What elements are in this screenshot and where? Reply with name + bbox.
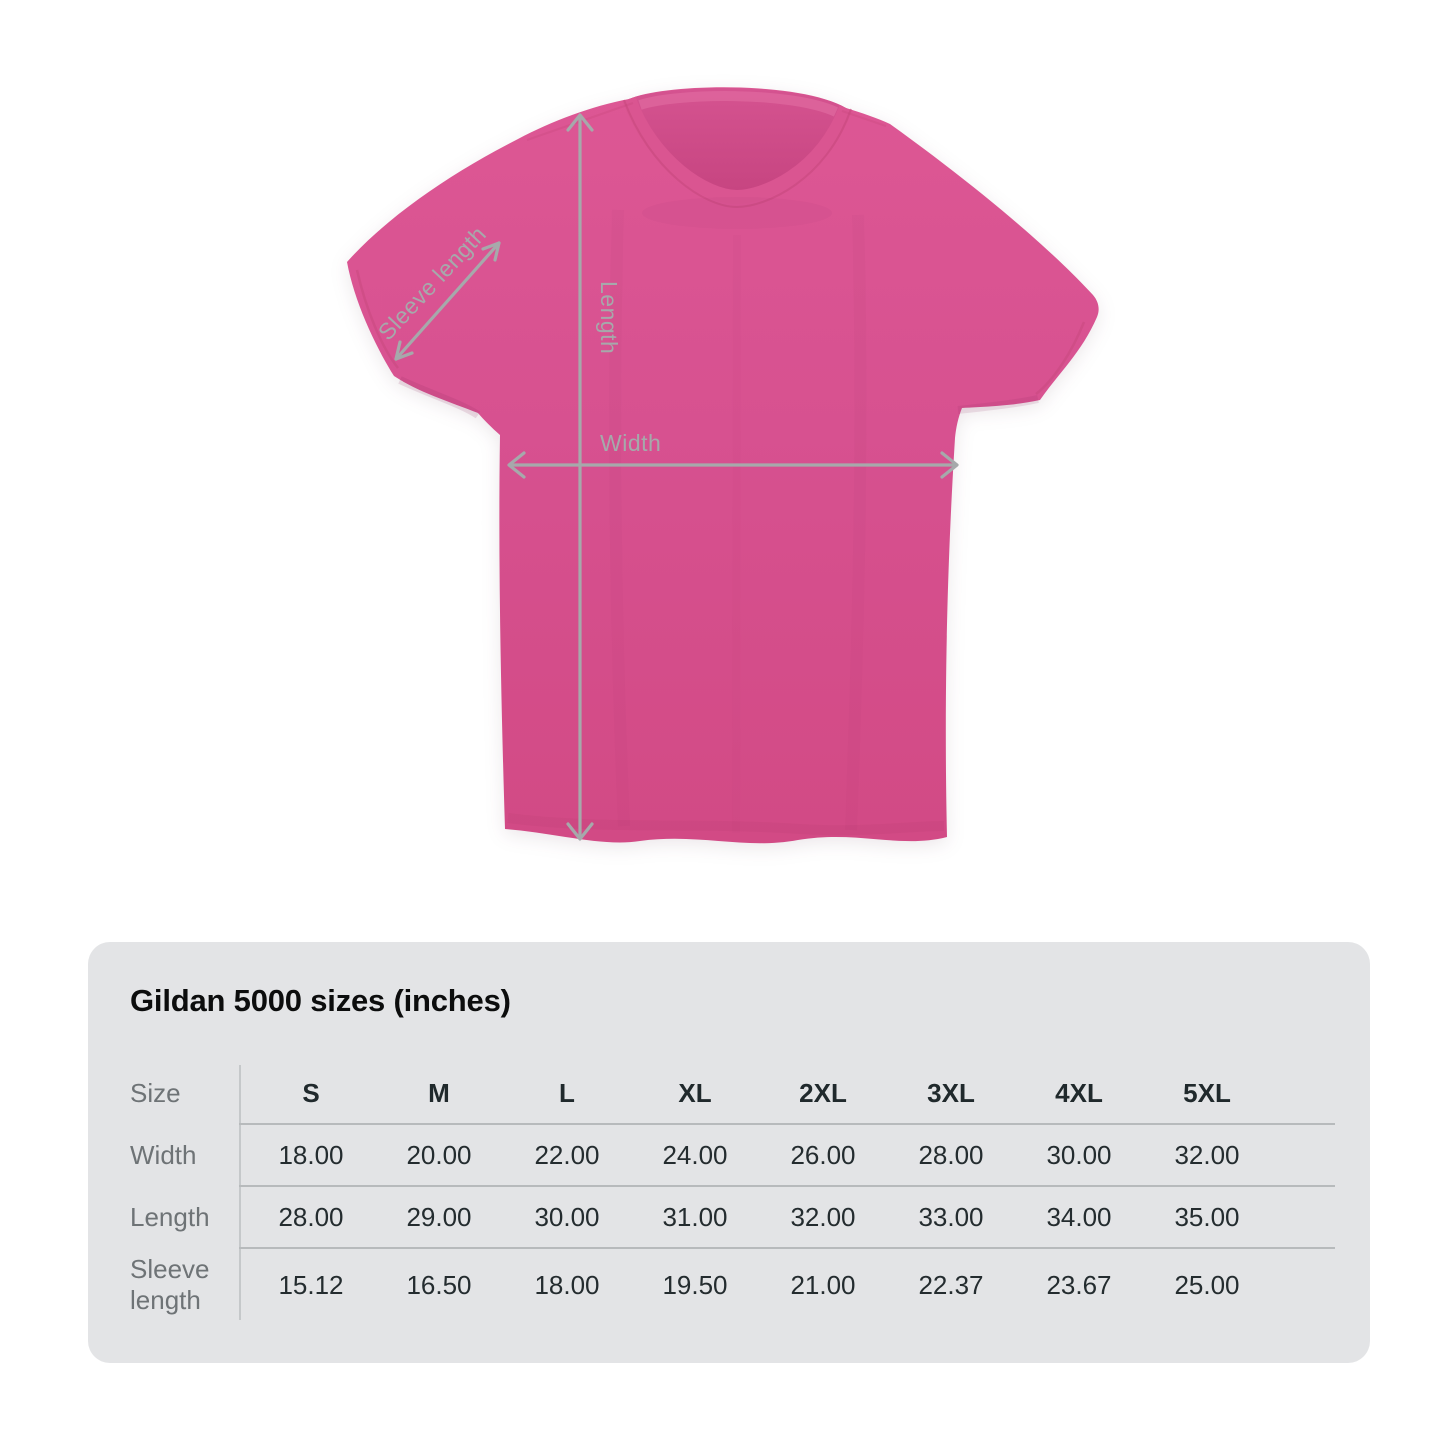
table-cell: 25.00: [1174, 1269, 1240, 1300]
tshirt-cuff-seam: [355, 269, 399, 369]
table-header-row: Size S M L XL 2XL 3XL 4XL 5XL: [130, 1063, 1335, 1124]
tshirt-cuff-seam: [1035, 321, 1086, 395]
table-cell: 28.00: [278, 1201, 344, 1232]
table-cell: 26.00: [790, 1139, 856, 1170]
table-row-length: Length 28.00 29.00 30.00 31.00 32.00 33.…: [130, 1185, 1335, 1248]
tshirt-hem-shadow: [507, 813, 945, 836]
table-cell: 18.00: [534, 1269, 600, 1300]
row-label: Sleeve length: [130, 1254, 210, 1315]
tshirt-measurement-diagram: Sleeve length Length Width: [347, 87, 1099, 844]
column-header-m: M: [428, 1078, 450, 1108]
table-cell: 20.00: [406, 1139, 472, 1170]
table-cell: 21.00: [790, 1269, 856, 1300]
width-arrow: [507, 451, 959, 479]
size-chart-title: Gildan 5000 sizes (inches): [130, 983, 511, 1018]
table-cell: 23.67: [1046, 1269, 1112, 1300]
sleeve-length-arrow: [394, 241, 501, 361]
table-cell: 33.00: [918, 1201, 984, 1232]
table-cell: 18.00: [278, 1139, 344, 1170]
table-cell: 32.00: [790, 1201, 856, 1232]
length-arrow: [566, 113, 594, 841]
column-header-s: S: [302, 1078, 320, 1108]
table-row-width: Width 18.00 20.00 22.00 24.00 26.00 28.0…: [130, 1123, 1335, 1186]
measurement-arrows: [394, 113, 959, 841]
row-label: Width: [130, 1139, 197, 1170]
size-corner-label: Size: [130, 1078, 181, 1108]
tshirt-fold-shadow: [609, 209, 630, 827]
column-header-2xl: 2XL: [799, 1078, 847, 1108]
size-chart-card: Gildan 5000 sizes (inches) Size S M L XL…: [88, 942, 1370, 1363]
tshirt-underarm-shadow: [957, 395, 1039, 414]
table-cell: 24.00: [662, 1139, 728, 1170]
table-cell: 30.00: [1046, 1139, 1112, 1170]
tshirt-fold-shadow: [845, 214, 867, 831]
length-label: Length: [596, 281, 622, 355]
table-cell: 35.00: [1174, 1201, 1240, 1232]
width-label: Width: [600, 430, 662, 456]
table-cell: 15.12: [278, 1269, 344, 1300]
row-label: Length: [130, 1201, 210, 1232]
tshirt-chest-shadow: [642, 197, 832, 229]
tshirt-back-collar: [638, 91, 839, 117]
table-cell: 19.50: [662, 1269, 728, 1300]
table-cell: 28.00: [918, 1139, 984, 1170]
table-cell: 16.50: [406, 1269, 472, 1300]
tshirt-fold-shadow: [732, 234, 741, 834]
table-row-sleeve-length: Sleeve length 15.12 16.50 18.00 19.50 21…: [130, 1247, 1335, 1322]
column-header-5xl: 5XL: [1183, 1078, 1231, 1108]
column-header-l: L: [559, 1078, 575, 1108]
table-cell: 22.37: [918, 1269, 984, 1300]
table-cell: 22.00: [534, 1139, 600, 1170]
table-cell: 30.00: [534, 1201, 600, 1232]
table-cell: 32.00: [1174, 1139, 1240, 1170]
table-vertical-divider: [239, 1065, 241, 1320]
table-cell: 34.00: [1046, 1201, 1112, 1232]
tshirt-underarm-shadow: [398, 376, 481, 419]
column-header-xl: XL: [678, 1078, 712, 1108]
tshirt-collar-band: [622, 96, 853, 205]
tshirt-shoulder-seam: [841, 110, 887, 127]
table-cell: 29.00: [406, 1201, 472, 1232]
tshirt-collar-seam: [623, 99, 852, 209]
table-cell: 31.00: [662, 1201, 728, 1232]
column-header-3xl: 3XL: [927, 1078, 975, 1108]
size-table: Size S M L XL 2XL 3XL 4XL 5XL Width 18.0…: [130, 1063, 1335, 1322]
column-header-4xl: 4XL: [1055, 1078, 1103, 1108]
